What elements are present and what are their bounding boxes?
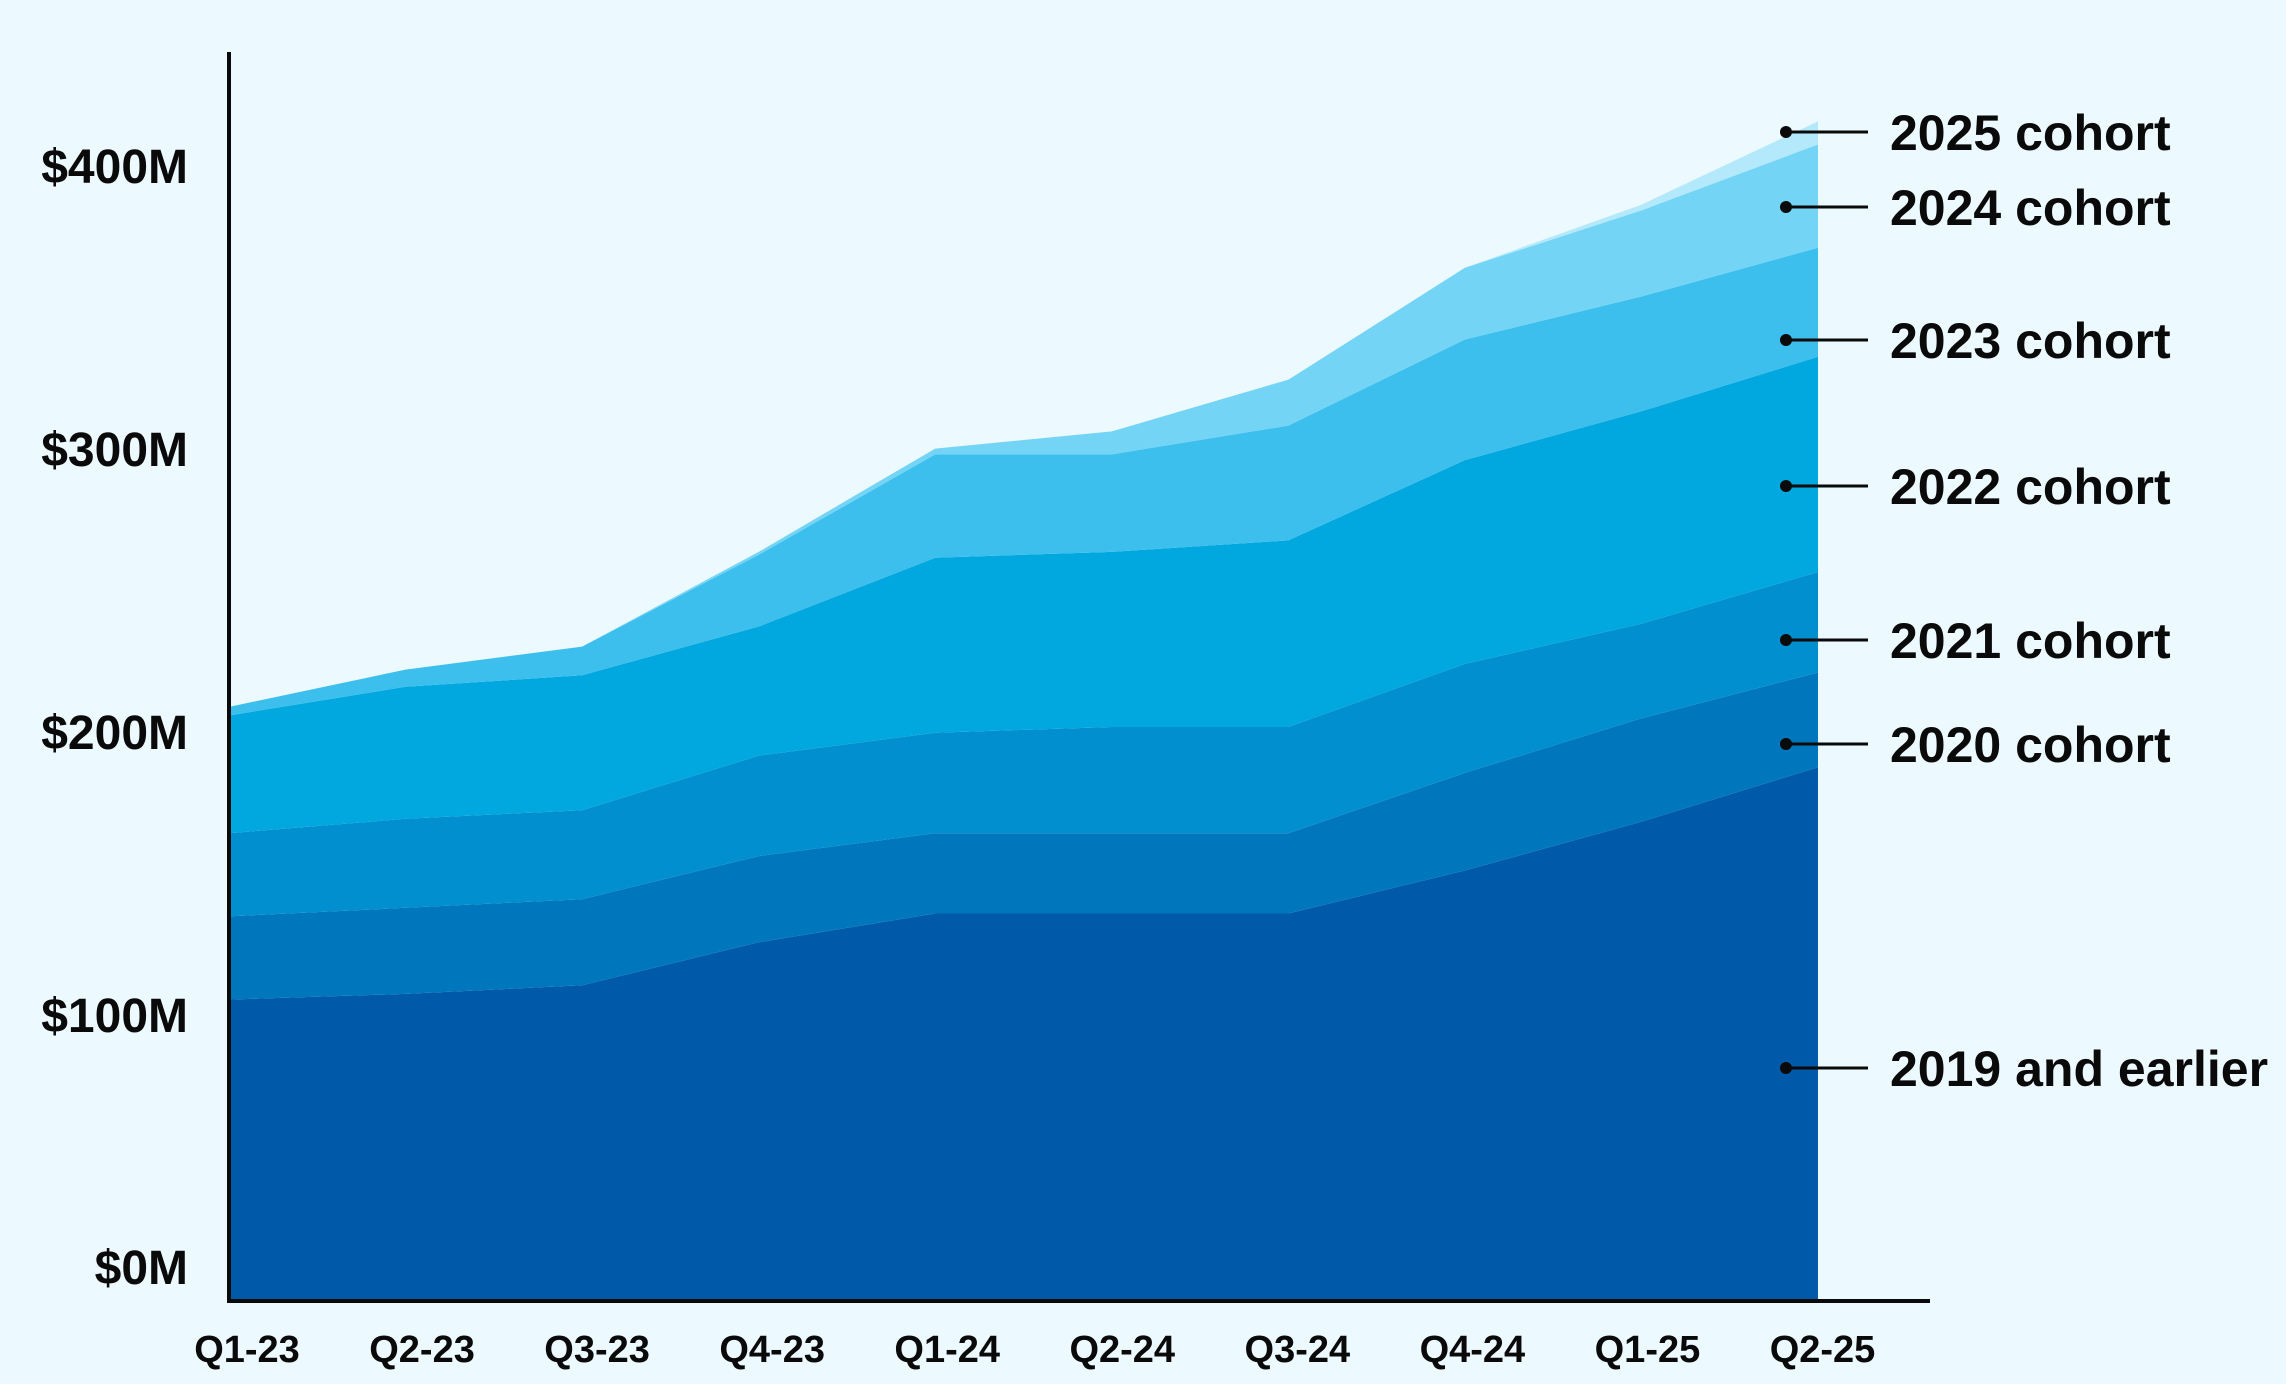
area-2023-cohort xyxy=(229,247,1818,716)
area-2020-cohort xyxy=(229,672,1818,1000)
leader-dot-2020-cohort xyxy=(1780,738,1792,750)
y-tick-label: $300M xyxy=(41,424,188,477)
leader-dot-2021-cohort xyxy=(1780,634,1792,646)
x-tick-label: Q2-25 xyxy=(1770,1329,1876,1371)
series-label-2019-and-earlier: 2019 and earlier xyxy=(1890,1041,2268,1097)
series-label-2022-cohort: 2022 cohort xyxy=(1890,459,2171,515)
series-label-2025-cohort: 2025 cohort xyxy=(1890,105,2171,161)
x-tick-label: Q3-23 xyxy=(544,1329,650,1371)
leader-dot-2019-and-earlier xyxy=(1780,1062,1792,1074)
x-tick-label: Q1-23 xyxy=(194,1329,300,1371)
area-2019-and-earlier xyxy=(229,767,1818,1301)
leader-dot-2025-cohort xyxy=(1780,126,1792,138)
series-label-2023-cohort: 2023 cohort xyxy=(1890,313,2171,369)
series-labels: 2019 and earlier 2020 cohort 2021 cohort 20… xyxy=(1780,105,2268,1097)
leader-dot-2022-cohort xyxy=(1780,480,1792,492)
x-tick-label: Q2-23 xyxy=(369,1329,475,1371)
leader-dot-2024-cohort xyxy=(1780,201,1792,213)
y-tick-label: $200M xyxy=(41,707,188,760)
y-tick-label: $400M xyxy=(41,141,188,194)
y-tick-label: $0M xyxy=(95,1242,188,1295)
series-label-2021-cohort: 2021 cohort xyxy=(1890,613,2171,669)
y-tick-label: $100M xyxy=(41,990,188,1043)
y-axis-ticks: $0M $100M $200M $300M $400M xyxy=(41,141,188,1295)
axes xyxy=(227,52,1930,1303)
x-tick-label: Q2-24 xyxy=(1069,1329,1175,1371)
area-2022-cohort xyxy=(229,356,1818,834)
leader-dot-2023-cohort xyxy=(1780,334,1792,346)
area-layers xyxy=(229,121,1818,1301)
x-tick-label: Q4-23 xyxy=(719,1329,825,1371)
series-label-2024-cohort: 2024 cohort xyxy=(1890,180,2171,236)
x-tick-label: Q4-24 xyxy=(1420,1329,1526,1371)
x-tick-label: Q3-24 xyxy=(1245,1329,1351,1371)
x-tick-label: Q1-24 xyxy=(894,1329,1000,1371)
x-axis-ticks: Q1-23 Q2-23 Q3-23 Q4-23 Q1-24 Q2-24 Q3-24 Q4-24… xyxy=(194,1329,1875,1371)
x-tick-label: Q1-25 xyxy=(1595,1329,1701,1371)
area-2021-cohort xyxy=(229,572,1818,917)
series-label-2020-cohort: 2020 cohort xyxy=(1890,717,2171,773)
